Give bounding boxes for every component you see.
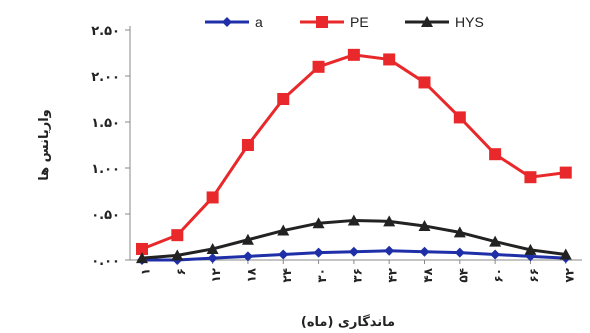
data-point-a <box>278 249 289 260</box>
data-point-a <box>419 246 430 257</box>
data-point-HYS <box>136 252 148 264</box>
x-tick-label: ۴۲ <box>386 267 400 282</box>
x-tick-label: ۲۴ <box>280 268 294 283</box>
data-point-PE <box>524 171 537 184</box>
series-PE <box>136 48 572 255</box>
data-point-HYS <box>559 248 572 260</box>
data-point-a <box>384 245 395 256</box>
data-point-PE <box>418 76 431 89</box>
data-point-HYS <box>277 224 290 236</box>
y-tick-label: ۲.۵۰ <box>91 24 120 39</box>
data-point-HYS <box>418 219 431 231</box>
legend-item-a: a <box>205 14 263 30</box>
legend-marker-a <box>222 17 232 27</box>
data-point-PE <box>312 60 325 73</box>
data-point-a <box>348 246 359 257</box>
legend-marker-PE <box>316 16 328 28</box>
x-tick-label: ۶۰ <box>492 268 506 283</box>
data-point-PE <box>136 242 148 255</box>
data-point-HYS <box>241 233 254 245</box>
x-tick-label: ۳۶ <box>350 268 364 283</box>
x-tick-label: ۵۴ <box>456 268 470 283</box>
y-tick-label: ۱.۵۰ <box>91 116 120 131</box>
y-tick-label: ۰.۰۰ <box>91 254 120 269</box>
data-point-HYS <box>489 235 502 247</box>
data-point-PE <box>453 111 466 124</box>
legend-label: PE <box>350 14 369 30</box>
x-tick-label: ۷۲ <box>562 267 576 282</box>
x-tick-label: ۶۶ <box>527 268 541 283</box>
data-point-HYS <box>524 243 537 255</box>
y-tick-label: ۱.۰۰ <box>91 162 120 177</box>
x-tick-label: ۱ <box>139 268 153 275</box>
legend-item-HYS: HYS <box>405 14 484 30</box>
data-point-PE <box>241 139 254 151</box>
legend: a PE HYS <box>205 14 484 30</box>
data-point-PE <box>277 93 290 105</box>
data-point-HYS <box>453 226 466 238</box>
x-tick-label: ۳۰ <box>315 268 329 283</box>
x-tick-label: ۶ <box>174 268 188 275</box>
data-point-HYS <box>206 242 219 254</box>
legend-label: a <box>255 14 263 30</box>
x-axis-title: ماندگاری (ماه) <box>301 314 395 330</box>
data-point-PE <box>559 166 572 179</box>
data-point-PE <box>383 53 396 66</box>
y-tick-label: ۲.۰۰ <box>91 70 120 85</box>
data-point-HYS <box>312 217 325 229</box>
series-HYS <box>136 214 572 264</box>
y-axis-title: واریانس ها <box>37 109 52 180</box>
data-point-HYS <box>171 249 184 261</box>
data-point-a <box>207 253 218 264</box>
data-point-a <box>490 249 501 260</box>
data-point-a <box>313 247 324 258</box>
y-tick-label: ۰.۵۰ <box>91 208 120 223</box>
data-point-HYS <box>347 214 360 226</box>
data-point-HYS <box>383 215 396 227</box>
data-point-PE <box>489 148 502 161</box>
legend-item-PE: PE <box>300 14 369 30</box>
data-point-a <box>242 251 253 262</box>
data-point-PE <box>347 48 360 61</box>
x-tick-label: ۱۲ <box>209 267 223 282</box>
data-point-PE <box>171 229 184 242</box>
series-layer <box>136 48 572 265</box>
x-axis-ticks: ۱ ۶ ۱۲ ۱۸ ۲۴ ۳۰ ۳۶ ۴۲ ۴۸ ۵۴ ۶۰ ۶۶ ۷۲ <box>139 260 576 283</box>
data-point-PE <box>206 191 219 204</box>
x-tick-label: ۴۸ <box>421 267 435 282</box>
legend-label: HYS <box>455 14 484 30</box>
data-point-a <box>454 247 465 258</box>
y-axis-ticks: ۰.۰۰ ۰.۵۰ ۱.۰۰ ۱.۵۰ ۲.۰۰ ۲.۵۰ <box>91 24 130 269</box>
legend-marker-HYS <box>421 16 433 27</box>
x-tick-label: ۱۸ <box>244 267 258 282</box>
